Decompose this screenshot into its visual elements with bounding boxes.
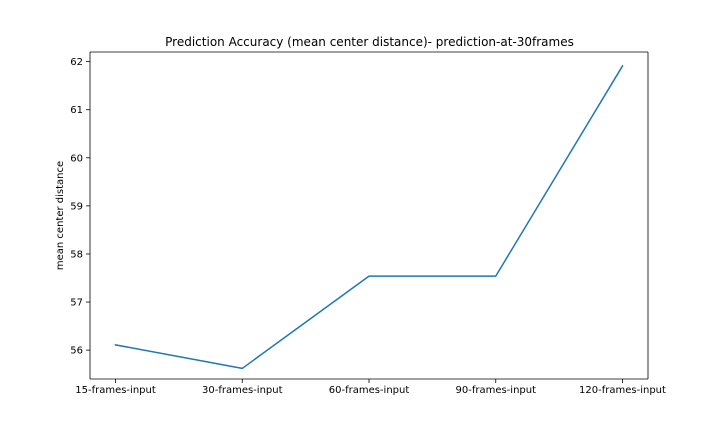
y-tick-label: 57 <box>70 298 83 309</box>
x-tick-label: 15-frames-input <box>75 385 156 396</box>
x-tick-label: 30-frames-input <box>202 385 283 396</box>
y-tick-label: 61 <box>70 105 83 116</box>
plot-background <box>90 52 648 379</box>
y-tick-label: 62 <box>70 57 83 68</box>
y-tick-label: 56 <box>70 346 83 357</box>
y-tick-label: 59 <box>70 201 83 212</box>
y-tick-label: 60 <box>70 153 83 164</box>
chart-title: Prediction Accuracy (mean center distanc… <box>165 35 574 49</box>
y-axis-title: mean center distance <box>55 161 66 270</box>
x-tick-label: 90-frames-input <box>455 385 536 396</box>
x-tick-label: 120-frames-input <box>579 385 666 396</box>
x-tick-label: 60-frames-input <box>329 385 410 396</box>
y-tick-label: 58 <box>70 249 83 260</box>
plot-area: 56 57 58 59 60 61 62 15-frames-input 30-frames-i… <box>70 51 666 396</box>
